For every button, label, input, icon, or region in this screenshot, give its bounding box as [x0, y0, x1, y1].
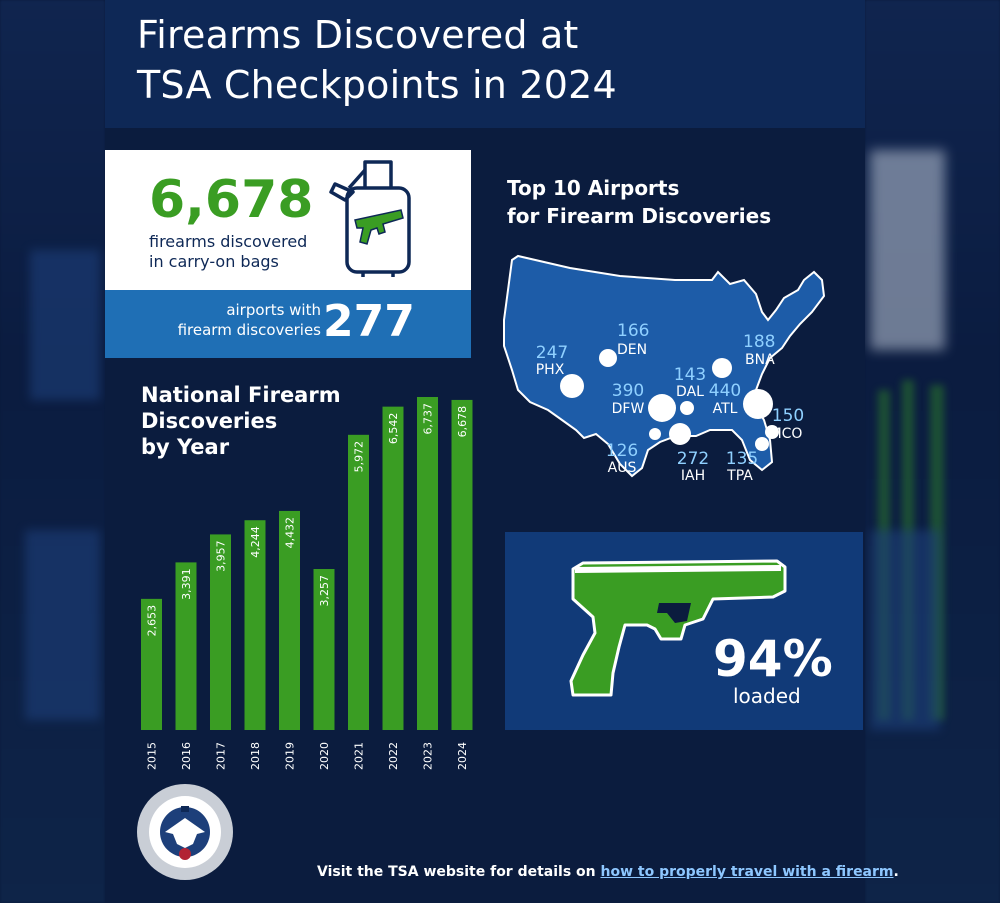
bar-2021: [348, 434, 369, 730]
footer-lead: Visit the TSA website for details on: [317, 864, 601, 880]
airport-code-phx: PHX: [536, 362, 565, 378]
total-firearms-value: 6,678: [149, 170, 314, 230]
background-blur-shape: [870, 530, 940, 730]
map-title-line-2: for Firearm Discoveries: [507, 204, 772, 228]
airport-marker-dfw: [648, 394, 676, 422]
background-blur-shape: [870, 150, 945, 350]
x-tick-label: 2024: [456, 742, 469, 770]
bar-2016: [175, 562, 197, 730]
airport-code-atl: ATL: [713, 401, 738, 417]
bar-value-label: 5,972: [353, 441, 366, 473]
airport-code-tpa: TPA: [726, 468, 753, 484]
airport-code-dal: DAL: [676, 384, 704, 400]
airport-count-dal: 143: [674, 365, 706, 385]
airport-code-bna: BNA: [745, 352, 775, 368]
total-desc-line-2: in carry-on bags: [149, 252, 279, 271]
chart-title: National Firearm Discoveries by Year: [141, 382, 351, 460]
bar-chart: 2,653 2015 3,391 2016 3,957 2017 4,244 2018 4,43…: [141, 396, 473, 770]
airport-count-phx: 247: [536, 343, 568, 363]
map-title: Top 10 Airports for Firearm Discoveries: [507, 174, 771, 230]
bar-value-label: 4,432: [284, 517, 297, 549]
bar-2022: [382, 406, 404, 730]
x-tick-label: 2019: [284, 742, 297, 770]
footer-text: Visit the TSA website for details on how…: [317, 864, 899, 880]
airport-count-mco: 150: [772, 406, 804, 426]
page-title: Firearms Discovered at TSA Checkpoints i…: [137, 10, 617, 110]
airport-count-aus: 126: [606, 441, 638, 461]
airport-marker-aus: [649, 428, 661, 440]
x-tick-label: 2022: [387, 742, 400, 770]
airport-marker-mco: [765, 425, 779, 439]
bar-value-label: 6,678: [456, 406, 469, 438]
airport-count-tpa: 135: [726, 449, 758, 469]
airport-marker-iah: [669, 423, 691, 445]
us-map-shape: [503, 254, 826, 478]
airports-desc-line-2: firearm discoveries: [177, 321, 321, 339]
bar-value-label: 2,653: [146, 605, 159, 637]
airport-count-den: 166: [617, 321, 649, 341]
bar-2023: [417, 396, 438, 730]
x-tick-label: 2016: [180, 742, 193, 770]
x-tick-label: 2018: [249, 742, 262, 770]
footer-end: .: [893, 864, 899, 880]
airports-value: 277: [323, 296, 415, 347]
airport-count-bna: 188: [743, 332, 775, 352]
bar-2018: [244, 520, 266, 730]
chart-title-line-1: National Firearm: [141, 383, 341, 407]
airport-count-iah: 272: [677, 449, 709, 469]
bar-2015: [141, 598, 162, 730]
loaded-label: loaded: [733, 684, 801, 708]
airport-marker-tpa: [755, 437, 769, 451]
airport-marker-den: [599, 349, 617, 367]
bar-value-label: 4,244: [249, 526, 262, 558]
airport-code-den: DEN: [617, 342, 647, 358]
chart-title-line-3: by Year: [141, 435, 230, 459]
bar-value-label: 6,737: [422, 403, 435, 434]
bar-value-label: 3,957: [215, 540, 228, 572]
total-desc-line-1: firearms discovered: [149, 232, 308, 251]
bar-2019: [279, 510, 300, 730]
pistol-icon: [569, 559, 787, 697]
bar-2017: [210, 534, 231, 730]
bar-value-label: 6,542: [387, 413, 400, 445]
airports-desc-line-1: airports with: [226, 301, 321, 319]
map-title-line-1: Top 10 Airports: [507, 176, 680, 200]
x-tick-label: 2017: [215, 742, 228, 770]
loaded-percent: 94%: [713, 630, 833, 688]
bar-2024: [451, 399, 473, 730]
airport-code-aus: AUS: [608, 460, 637, 476]
airport-code-iah: IAH: [681, 468, 705, 484]
chart-title-line-2: Discoveries: [141, 409, 278, 433]
background-blur-shape: [25, 530, 100, 720]
bar-value-label: 3,257: [318, 575, 331, 607]
total-firearms-desc: firearms discovered in carry-on bags: [149, 232, 369, 272]
airport-marker-atl: [743, 389, 773, 419]
airport-code-dfw: DFW: [612, 401, 645, 417]
airport-code-mco: MCO: [770, 426, 803, 442]
airport-marker-phx: [560, 374, 584, 398]
airport-count-atl: 440: [709, 381, 741, 401]
airport-marker-bna: [712, 358, 732, 378]
x-tick-label: 2020: [318, 742, 331, 770]
airport-count-dfw: 390: [612, 381, 644, 401]
title-line-1: Firearms Discovered at: [137, 13, 579, 57]
firearm-travel-link[interactable]: how to properly travel with a firearm: [600, 864, 894, 880]
x-tick-label: 2021: [353, 742, 366, 770]
infographic-panel: Firearms Discovered at TSA Checkpoints i…: [105, 0, 899, 903]
suitcase-icon: [329, 160, 411, 277]
airports-desc: airports with firearm discoveries: [151, 300, 321, 340]
bar-value-label: 3,391: [180, 568, 193, 600]
x-tick-label: 2015: [146, 742, 159, 770]
bar-2020: [313, 569, 335, 730]
background-left: [0, 0, 105, 903]
x-tick-label: 2023: [422, 742, 435, 770]
tsa-seal-icon: [137, 784, 233, 880]
background-blur-shape: [30, 250, 100, 400]
airport-marker-dal: [680, 401, 694, 415]
title-band: [105, 0, 865, 128]
title-line-2: TSA Checkpoints in 2024: [137, 63, 617, 107]
airports-stat-card: [105, 290, 471, 358]
